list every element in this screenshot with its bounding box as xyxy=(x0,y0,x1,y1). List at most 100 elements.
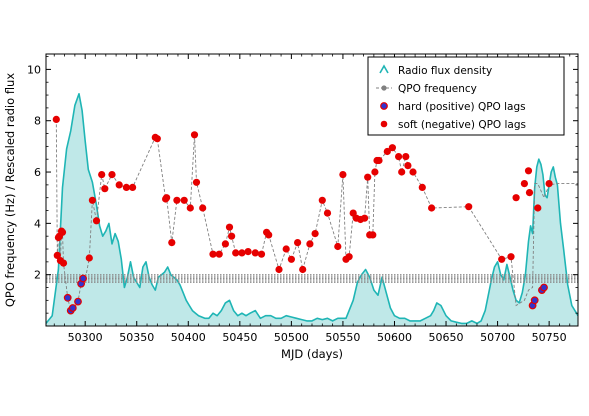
soft-lag-point xyxy=(323,209,332,217)
y-tick-label: 6 xyxy=(34,166,41,179)
legend-item-radio: Radio flux density xyxy=(379,64,492,77)
legend-label-hard: hard (positive) QPO lags xyxy=(398,101,526,113)
y-tick-label: 2 xyxy=(34,269,41,282)
legend-item-qpo: QPO frequency xyxy=(376,83,477,95)
hard-lag-point xyxy=(63,293,72,302)
soft-lag-point xyxy=(153,135,161,143)
soft-lag-point xyxy=(545,180,553,188)
soft-lag-point xyxy=(375,156,383,165)
soft-lag-point xyxy=(228,232,236,240)
hard-legend-marker xyxy=(380,102,388,110)
soft-lag-point xyxy=(318,196,326,204)
x-tick-label: 50650 xyxy=(429,331,464,344)
soft-lag-point xyxy=(299,265,307,274)
hard-lag-point xyxy=(530,296,539,305)
soft-lag-point xyxy=(251,249,259,257)
soft-lag-point xyxy=(215,250,223,258)
soft-lag-point xyxy=(402,153,410,161)
soft-lag-point xyxy=(311,230,319,238)
soft-lag-point xyxy=(364,173,372,181)
soft-lag-point xyxy=(129,183,137,191)
soft-lag-point xyxy=(88,196,96,204)
soft-lag-point xyxy=(294,239,302,247)
hard-lag-point xyxy=(79,274,87,283)
legend-label-soft: soft (negative) QPO lags xyxy=(398,119,526,131)
soft-lag-point xyxy=(282,245,290,253)
y-tick-label: 4 xyxy=(34,217,41,230)
axes: 50300 50350 50400 50450 50500 50550 50600 50650… xyxy=(27,53,579,344)
soft-lag-point xyxy=(85,254,93,262)
plot-content xyxy=(46,93,578,326)
soft-lag-point xyxy=(369,231,377,239)
soft-lag-point xyxy=(524,167,533,175)
soft-lag-point xyxy=(428,204,436,212)
soft-lag-point xyxy=(59,259,68,267)
hard-lag-point xyxy=(68,304,77,312)
x-tick-label: 50750 xyxy=(532,331,567,344)
soft-lag-point xyxy=(339,171,347,179)
soft-lag-point xyxy=(52,115,60,123)
soft-lag-point xyxy=(306,240,314,248)
soft-lag-point xyxy=(192,178,201,186)
x-tick-label: 50300 xyxy=(68,331,103,344)
soft-lag-point xyxy=(275,265,283,274)
x-axis-label: MJD (days) xyxy=(281,347,343,361)
soft-lag-point xyxy=(388,144,396,152)
soft-lag-point xyxy=(361,214,369,222)
legend-label-qpo: QPO frequency xyxy=(398,83,477,95)
legend-item-soft: soft (negative) QPO lags xyxy=(380,119,526,131)
soft-lag-point xyxy=(92,217,101,225)
soft-lag-point xyxy=(383,147,391,156)
x-tick-label: 50700 xyxy=(480,331,515,344)
y-tick-label: 10 xyxy=(27,63,41,76)
soft-lag-point xyxy=(122,183,130,191)
soft-lag-point xyxy=(257,250,266,258)
soft-lag-point xyxy=(221,240,229,248)
soft-lag-point xyxy=(168,239,176,247)
soft-lag-point xyxy=(465,203,473,211)
soft-lag-point xyxy=(287,255,295,263)
x-tick-label: 50400 xyxy=(171,331,206,344)
y-axis-label: QPO frequency (Hz) / Rescaled radio flux xyxy=(3,73,17,308)
soft-lag-point xyxy=(498,255,506,263)
soft-lag-point xyxy=(244,248,252,256)
soft-lag-point xyxy=(190,131,199,139)
radio-legend-icon xyxy=(379,64,389,74)
soft-lag-point xyxy=(512,194,520,202)
soft-lag-point xyxy=(209,250,217,258)
soft-lag-point xyxy=(398,168,406,176)
soft-lag-point xyxy=(395,153,403,161)
x-tick-label: 50500 xyxy=(274,331,309,344)
soft-lag-point xyxy=(115,181,123,189)
soft-lag-point xyxy=(265,231,273,239)
soft-lag-point xyxy=(108,171,116,179)
soft-lag-point xyxy=(238,249,246,257)
soft-lag-point xyxy=(98,171,106,179)
hard-lag-point xyxy=(540,283,548,292)
x-tick-label: 50550 xyxy=(325,331,360,344)
soft-lag-point xyxy=(101,185,109,193)
soft-legend-marker xyxy=(380,120,388,128)
soft-lag-point xyxy=(345,253,353,261)
x-tick-label: 50450 xyxy=(222,331,257,344)
soft-lag-point xyxy=(418,183,426,191)
qpo-legend-dot xyxy=(381,85,387,91)
soft-lag-point xyxy=(520,180,529,188)
soft-lag-point xyxy=(525,189,534,197)
soft-lag-point xyxy=(180,196,188,204)
soft-lag-point xyxy=(163,194,171,202)
soft-lag-point xyxy=(232,249,240,257)
soft-lag-point xyxy=(173,196,181,204)
y-tick-label: 8 xyxy=(34,115,41,128)
soft-lag-point xyxy=(409,168,417,176)
soft-lag-point xyxy=(186,204,194,212)
x-tick-label: 50600 xyxy=(377,331,412,344)
soft-lag-point xyxy=(53,251,61,259)
legend: Radio flux density QPO frequency hard (pos… xyxy=(367,56,565,136)
legend-item-hard: hard (positive) QPO lags xyxy=(380,101,526,113)
plot-area xyxy=(46,93,578,326)
legend-label-radio: Radio flux density xyxy=(398,65,492,77)
radio-flux-line xyxy=(46,93,578,325)
hard-lag-points xyxy=(63,274,548,315)
